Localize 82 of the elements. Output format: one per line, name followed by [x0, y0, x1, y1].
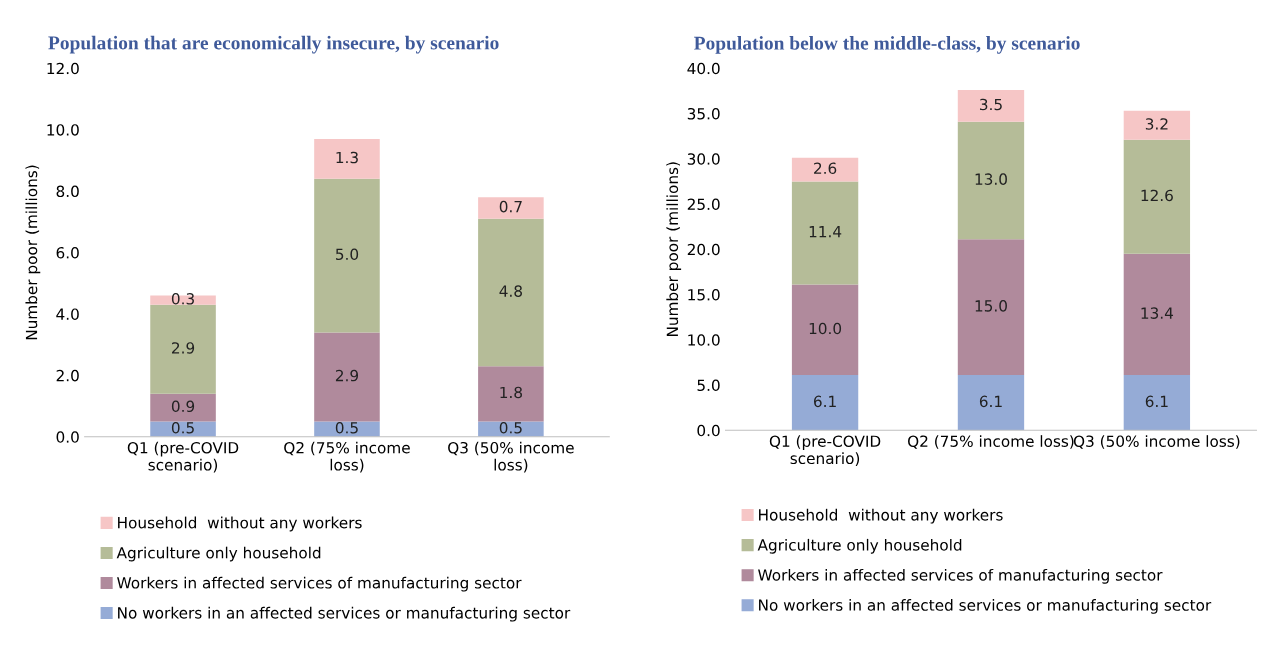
bar: [478, 197, 544, 219]
bar: [1123, 253, 1191, 376]
data-label: 1.8: [500, 386, 522, 399]
data-label: 0.5: [499, 422, 522, 434]
chart-title: Population below the middle-class, by scenario: [694, 36, 1080, 54]
bar: [150, 295, 216, 305]
data-label: 3.2: [1145, 118, 1168, 130]
data-label: 1.3: [336, 151, 358, 164]
data-label: 10.0: [809, 322, 842, 335]
y-tick-label: 5.0: [697, 379, 720, 392]
y-tick-label: 10.0: [47, 124, 79, 136]
bar: [150, 304, 216, 394]
x-tick-label: Q1 (pre-COVID scenario): [769, 435, 881, 466]
bar: [957, 375, 1025, 431]
data-label: 5.0: [336, 248, 359, 261]
x-tick-label: Q2 (75% income loss): [284, 441, 410, 473]
bar: [150, 393, 216, 422]
legend-label: Household without any workers: [759, 508, 1003, 524]
data-label: 12.6: [1141, 189, 1173, 202]
data-label: 2.9: [335, 369, 359, 382]
bar: [791, 375, 859, 431]
y-tick-label: 0.0: [697, 424, 720, 437]
data-label: 11.4: [809, 226, 842, 238]
x-tick-label: Q3 (50% income loss): [448, 441, 574, 473]
data-label: 0.5: [171, 422, 194, 434]
y-tick-label: 20.0: [687, 243, 720, 256]
data-label: 6.1: [979, 395, 1002, 408]
legend-label: Agriculture only household: [116, 546, 321, 562]
bar: [478, 218, 544, 367]
bar: [1123, 110, 1191, 140]
y-tick-label: 15.0: [688, 289, 720, 301]
legend-label: No workers in an affected services or manufacturing sector: [759, 599, 1212, 614]
data-label: 0.9: [171, 400, 195, 413]
x-tick-label: Q1 (pre-COVID scenario): [127, 441, 239, 473]
data-label: 0.5: [335, 422, 358, 434]
bar: [791, 284, 859, 376]
bar: [957, 239, 1025, 376]
y-axis-title: Number poor (millions): [666, 162, 682, 337]
y-tick-label: 6.0: [56, 246, 79, 259]
y-tick-label: 12.0: [47, 62, 79, 75]
data-label: 6.1: [813, 395, 836, 408]
y-tick-label: 30.0: [687, 153, 720, 165]
bar: [957, 89, 1025, 122]
bar: [150, 421, 216, 437]
legend-label: Workers in affected services of manufacturing sector: [117, 576, 522, 592]
x-tick-label: Q3 (50% income loss): [1073, 435, 1240, 449]
y-axis-title: Number poor (millions): [25, 165, 41, 340]
legend-label: Agriculture only household: [757, 538, 962, 554]
data-label: 2.9: [172, 342, 195, 354]
data-label: 3.5: [979, 98, 1002, 111]
bar: [1123, 375, 1191, 431]
y-tick-label: 10.0: [688, 334, 720, 346]
bar: [1123, 139, 1191, 254]
data-label: 15.0: [975, 300, 1007, 312]
x-tick-label: Q2 (75% income loss): [908, 435, 1074, 449]
data-label: 13.4: [1141, 307, 1174, 319]
bar: [478, 366, 544, 422]
chart-title: Population that are economically insecure, by scenario: [48, 35, 499, 54]
data-label: 4.8: [499, 285, 522, 297]
legend-label: No workers in an affected services or manufacturing sector: [118, 606, 571, 622]
y-tick-label: 0.0: [56, 431, 79, 443]
data-label: 0.7: [499, 200, 522, 213]
bar: [314, 332, 380, 422]
data-label: 6.1: [1145, 395, 1168, 408]
legend-label: Workers in affected services of manufacturing sector: [758, 568, 1163, 584]
data-label: 0.3: [171, 293, 194, 305]
data-label: 2.6: [814, 162, 837, 175]
bar: [314, 178, 380, 333]
bar: [314, 421, 380, 437]
bar: [478, 421, 544, 437]
y-tick-label: 40.0: [687, 62, 720, 75]
legend-label: Household without any workers: [118, 516, 362, 532]
bar: [957, 121, 1025, 240]
y-tick-label: 25.0: [687, 198, 720, 211]
bar: [791, 157, 859, 182]
bar: [791, 181, 859, 285]
y-tick-label: 8.0: [56, 185, 79, 198]
y-tick-label: 2.0: [56, 369, 79, 382]
data-label: 13.0: [975, 173, 1007, 185]
y-tick-label: 4.0: [56, 308, 79, 320]
y-tick-label: 35.0: [687, 107, 720, 120]
bar: [314, 138, 380, 179]
